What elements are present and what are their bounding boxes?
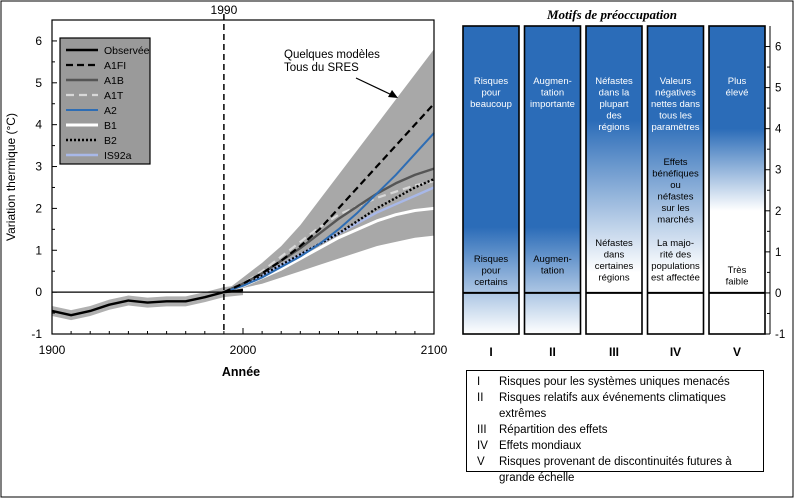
- concern-lower-label: Très faible: [726, 265, 749, 288]
- concern-column-id: V: [733, 345, 741, 359]
- concern-column-id: IV: [670, 345, 681, 359]
- key-item: II Risques relatifs aux événements climat…: [477, 390, 763, 422]
- concern-column-id: I: [489, 345, 492, 359]
- key-item-number: IV: [477, 440, 488, 452]
- key-item-label: Risques relatifs aux événements climatiq…: [499, 392, 726, 420]
- legend-label: A2: [104, 105, 117, 117]
- concern-column-id: III: [609, 345, 619, 359]
- reference-line-label: 1990: [211, 3, 238, 17]
- series-line-observe: [51, 288, 244, 317]
- y-tick-label: 3: [35, 160, 42, 174]
- concern-column-fill: [708, 25, 766, 335]
- concern-column-iii: Néfastes dans la plupart des régions Néfastes…: [585, 25, 643, 359]
- key-item-number: V: [477, 456, 485, 468]
- key-item-label: Effets mondiaux: [499, 440, 582, 452]
- legend: Observée A1FI A1B A1T A2 B1 B2 IS92a: [59, 37, 151, 165]
- series-line-a2: [223, 132, 435, 294]
- y-axis-label: Variation thermique (°C): [4, 113, 18, 241]
- series-line-a1fi: [223, 102, 435, 294]
- annotation-arrow: [355, 77, 395, 97]
- concern-lower-label: Risques pour certains: [474, 254, 509, 288]
- annotation-arrowhead: [388, 90, 398, 98]
- key-item: V Risques provenant de discontinuités fut…: [477, 454, 763, 486]
- legend-label: IS92a: [104, 150, 132, 162]
- y-tick-label: 5: [35, 76, 42, 90]
- scenario-envelope: [223, 49, 434, 293]
- right-y-tick-label: 6: [775, 42, 781, 54]
- concern-middle-label: Effets bénéfiques ou néfastes sur les marchés: [652, 157, 699, 226]
- right-y-tick-label: 0: [775, 288, 781, 300]
- key-item-label: Risques pour les systèmes uniques menacé…: [499, 376, 730, 388]
- y-tick-label: 1: [35, 243, 42, 257]
- annotation-text: Quelques modèles Tous du SRES: [284, 49, 380, 74]
- right-y-tick-label: -1: [775, 329, 785, 341]
- y-tick-label: 6: [35, 34, 42, 48]
- series-line-a1t: [223, 180, 435, 294]
- concern-lower-label: La majo-rité des populations est affectée: [651, 238, 700, 284]
- key-item-label: Répartition des effets: [499, 424, 608, 436]
- concern-upper-label: Néfastes dans la plupart des régions: [595, 76, 633, 133]
- concern-column-v: Plus élevé Très faible V: [708, 25, 766, 359]
- concern-column-fill: [462, 25, 520, 335]
- concern-column-id: II: [549, 345, 556, 359]
- legend-label: B2: [104, 135, 117, 147]
- key-item-number: II: [477, 392, 484, 404]
- concern-upper-label: Plus élevé: [726, 76, 749, 99]
- concern-column-fill: [646, 25, 705, 335]
- legend-label: B1: [104, 120, 117, 132]
- concern-column-iv: Valeurs négatives nettes dans tous les param…: [646, 25, 705, 359]
- y-tick-label: -1: [31, 327, 42, 341]
- concern-column-ii: Augmen-tation importante Augmen-tation II: [523, 25, 582, 359]
- legend-label: A1T: [104, 90, 124, 102]
- key-item-label: Risques provenant de discontinuités futu…: [499, 456, 732, 484]
- concern-column-fill: [523, 25, 582, 335]
- right-y-tick-label: 2: [775, 206, 781, 218]
- key-item-number: I: [477, 376, 481, 388]
- series-group: [51, 102, 435, 317]
- legend-label: Observée: [104, 45, 150, 57]
- concern-panel-title: Motifs de préoccupation: [546, 7, 677, 22]
- concern-key: I Risques pour les systèmes uniques menac…: [466, 370, 764, 484]
- concern-upper-label: Risques pour beaucoup: [470, 76, 512, 110]
- right-y-tick-label: 5: [775, 83, 781, 95]
- concern-lower-label: Augmen-tation: [533, 254, 572, 277]
- key-item: I Risques pour les systèmes uniques menac…: [477, 374, 763, 390]
- y-tick-label: 4: [35, 118, 42, 132]
- legend-label: A1B: [104, 75, 124, 87]
- concern-upper-label: Valeurs négatives nettes dans tous les param…: [651, 76, 700, 133]
- concern-upper-label: Augmen-tation importante: [530, 76, 575, 110]
- key-item: IV Effets mondiaux: [477, 438, 763, 454]
- right-y-tick-label: 1: [775, 247, 781, 259]
- y-tick-label: 2: [35, 201, 42, 215]
- x-tick-label: 2000: [230, 343, 257, 357]
- key-item: III Répartition des effets: [477, 422, 763, 438]
- legend-box: [59, 37, 151, 165]
- concern-lower-label: Néfastes dans certaines régions: [595, 238, 634, 284]
- concern-column-fill: [585, 25, 643, 335]
- key-item-number: III: [477, 424, 487, 436]
- right-y-tick-label: 3: [775, 165, 781, 177]
- y-tick-label: 0: [35, 285, 42, 299]
- series-line-b2: [223, 177, 435, 294]
- x-tick-label: 2100: [421, 343, 448, 357]
- concern-column-i: Risques pour beaucoup Risques pour certains I: [462, 25, 520, 359]
- x-axis-label: Année: [222, 365, 260, 379]
- right-y-tick-label: 4: [775, 124, 782, 136]
- legend-label: A1FI: [104, 60, 126, 72]
- x-tick-label: 1900: [39, 343, 66, 357]
